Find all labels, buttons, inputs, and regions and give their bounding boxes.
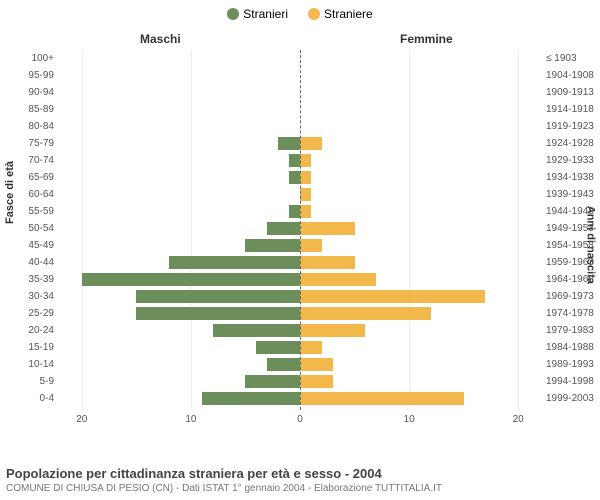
bar-male (256, 341, 300, 354)
bar-female (300, 171, 311, 184)
age-label: 15-19 (8, 342, 60, 353)
legend: Stranieri Straniere (0, 0, 600, 24)
column-header-male: Maschi (140, 32, 181, 46)
bar-female (300, 307, 431, 320)
age-label: 75-79 (8, 138, 60, 149)
birth-year-label: 1949-1953 (540, 223, 600, 234)
center-axis-line (300, 50, 301, 410)
bar-male (213, 324, 300, 337)
age-label: 70-74 (8, 155, 60, 166)
bar-female (300, 188, 311, 201)
legend-swatch-male (227, 8, 239, 20)
x-tick-label: 0 (297, 414, 303, 425)
legend-label-male: Stranieri (243, 7, 288, 21)
age-label: 50-54 (8, 223, 60, 234)
bar-female (300, 358, 333, 371)
age-label: 95-99 (8, 70, 60, 81)
bar-male (289, 154, 300, 167)
bar-male (136, 290, 300, 303)
bar-male (82, 273, 300, 286)
chart-subtitle: COMUNE DI CHIUSA DI PESIO (CN) - Dati IS… (6, 483, 594, 494)
legend-male: Stranieri (227, 7, 288, 21)
birth-year-label: 1939-1943 (540, 189, 600, 200)
chart-footer: Popolazione per cittadinanza straniera p… (6, 466, 594, 494)
age-label: 60-64 (8, 189, 60, 200)
age-label: 100+ (8, 53, 60, 64)
bar-male (278, 137, 300, 150)
bar-female (300, 273, 376, 286)
x-tick-label: 20 (513, 414, 524, 425)
birth-year-label: 1909-1913 (540, 87, 600, 98)
gridline (518, 50, 519, 410)
legend-swatch-female (308, 8, 320, 20)
birth-year-label: ≤ 1903 (540, 53, 600, 64)
age-label: 45-49 (8, 240, 60, 251)
birth-year-label: 1974-1978 (540, 308, 600, 319)
bar-female (300, 375, 333, 388)
birth-year-label: 1959-1963 (540, 257, 600, 268)
chart-title: Popolazione per cittadinanza straniera p… (6, 466, 594, 481)
birth-year-label: 1904-1908 (540, 70, 600, 81)
age-label: 35-39 (8, 274, 60, 285)
bar-female (300, 205, 311, 218)
age-label: 80-84 (8, 121, 60, 132)
x-axis: 20 10 0 10 20 (60, 412, 540, 430)
birth-year-label: 1984-1988 (540, 342, 600, 353)
bar-female (300, 392, 464, 405)
birth-year-label: 1979-1983 (540, 325, 600, 336)
birth-year-label: 1934-1938 (540, 172, 600, 183)
birth-year-label: 1969-1973 (540, 291, 600, 302)
birth-year-label: 1999-2003 (540, 393, 600, 404)
gridline (191, 50, 192, 410)
bar-male (136, 307, 300, 320)
birth-year-label: 1954-1958 (540, 240, 600, 251)
age-label: 10-14 (8, 359, 60, 370)
gridline (82, 50, 83, 410)
age-label: 85-89 (8, 104, 60, 115)
legend-female: Straniere (308, 7, 373, 21)
x-tick-label: 20 (76, 414, 87, 425)
birth-year-label: 1989-1993 (540, 359, 600, 370)
x-tick-label: 10 (185, 414, 196, 425)
birth-year-label: 1929-1933 (540, 155, 600, 166)
age-label: 30-34 (8, 291, 60, 302)
bar-male (202, 392, 300, 405)
birth-year-label: 1919-1923 (540, 121, 600, 132)
x-tick-label: 10 (404, 414, 415, 425)
gridline (409, 50, 410, 410)
bar-male (289, 205, 300, 218)
chart-area: Fasce di età Anni di nascita Maschi Femm… (0, 24, 600, 444)
bar-male (289, 171, 300, 184)
age-label: 90-94 (8, 87, 60, 98)
age-label: 5-9 (8, 376, 60, 387)
birth-year-label: 1944-1948 (540, 206, 600, 217)
birth-year-label: 1924-1928 (540, 138, 600, 149)
bar-female (300, 324, 365, 337)
bar-female (300, 222, 355, 235)
bar-male (267, 358, 300, 371)
column-header-female: Femmine (400, 32, 453, 46)
birth-year-label: 1994-1998 (540, 376, 600, 387)
bar-female (300, 154, 311, 167)
age-label: 65-69 (8, 172, 60, 183)
bar-male (169, 256, 300, 269)
bar-male (245, 375, 300, 388)
bar-female (300, 290, 485, 303)
plot: 100+≤ 190395-991904-190890-941909-191385… (60, 50, 540, 410)
age-label: 55-59 (8, 206, 60, 217)
age-label: 25-29 (8, 308, 60, 319)
bar-male (245, 239, 300, 252)
bar-female (300, 239, 322, 252)
legend-label-female: Straniere (324, 7, 373, 21)
birth-year-label: 1914-1918 (540, 104, 600, 115)
bar-female (300, 137, 322, 150)
bar-female (300, 341, 322, 354)
bar-male (267, 222, 300, 235)
age-label: 20-24 (8, 325, 60, 336)
age-label: 40-44 (8, 257, 60, 268)
age-label: 0-4 (8, 393, 60, 404)
bar-female (300, 256, 355, 269)
birth-year-label: 1964-1968 (540, 274, 600, 285)
